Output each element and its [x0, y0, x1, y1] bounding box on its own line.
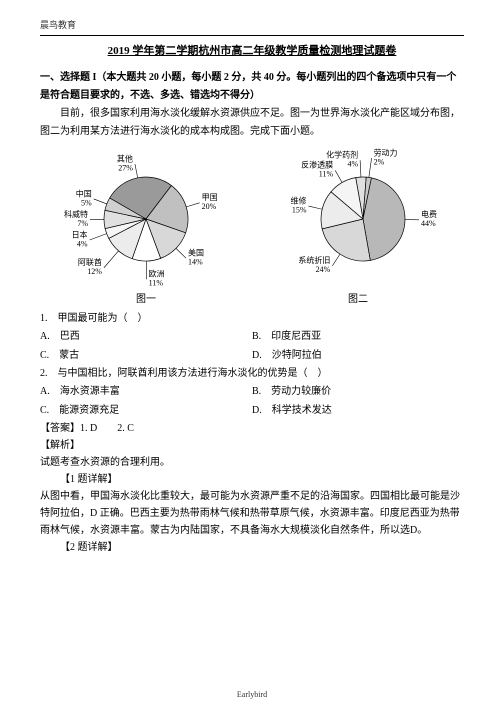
q1-detail-head: 【1 题详解】: [40, 471, 464, 488]
chart1-caption: 图一: [136, 291, 156, 308]
svg-text:11%: 11%: [319, 170, 334, 179]
chart2-svg: 化学药剂4% 劳动力2% 电费44% 系统折旧24% 维修15% 反渗透膜11%: [268, 147, 448, 287]
svg-text:27%: 27%: [118, 163, 133, 172]
q1-optD: D. 沙特阿拉伯: [252, 346, 464, 365]
svg-text:反渗透膜: 反渗透膜: [301, 160, 333, 170]
svg-text:5%: 5%: [81, 198, 92, 207]
top-rule: [40, 35, 464, 36]
charts-row: 其他27%甲国20%美国14%欧洲11%阿联酋12%日本4%科威特7%中国5% …: [40, 147, 464, 308]
svg-text:其他: 其他: [117, 153, 133, 163]
footer-text: Earlybird: [0, 688, 504, 702]
svg-text:化学药剂: 化学药剂: [326, 150, 358, 160]
svg-text:中国: 中国: [76, 188, 92, 198]
q2-detail-head: 【2 题详解】: [40, 539, 464, 556]
svg-text:7%: 7%: [77, 219, 88, 228]
q1-optA: A. 巴西: [40, 327, 252, 346]
svg-text:阿联酋: 阿联酋: [78, 257, 102, 267]
jiexi-body: 试题考查水资源的合理利用。: [40, 454, 464, 471]
svg-text:20%: 20%: [202, 202, 217, 211]
q1-optC: C. 蒙古: [40, 346, 252, 365]
svg-text:电费: 电费: [421, 209, 437, 219]
svg-text:日本: 日本: [72, 229, 88, 239]
svg-text:劳动力: 劳动力: [374, 147, 398, 157]
section-heading: 一、选择题 I（本大题共 20 小题，每小题 2 分，共 40 分。每小题列出的…: [40, 69, 464, 105]
svg-text:11%: 11%: [149, 279, 164, 287]
q2-stem: 2. 与中国相比，阿联酋利用该方法进行海水淡化的优势是（ ）: [40, 365, 464, 382]
q2-optB: B. 劳动力较廉价: [252, 382, 464, 401]
svg-text:14%: 14%: [188, 257, 203, 266]
svg-text:12%: 12%: [87, 267, 102, 276]
chart2-wrap: 化学药剂4% 劳动力2% 电费44% 系统折旧24% 维修15% 反渗透膜11% 图二: [268, 147, 448, 308]
brand-text: 晨鸟教育: [40, 18, 464, 33]
intro-paragraph: 目前，很多国家利用海水淡化缓解水资源供应不足。图一为世界海水淡化产能区域分布图，…: [40, 105, 464, 141]
q2-optC: C. 能源资源充足: [40, 401, 252, 420]
svg-text:24%: 24%: [316, 265, 331, 274]
svg-text:2%: 2%: [374, 157, 385, 166]
svg-text:44%: 44%: [421, 219, 436, 228]
q2-optD: D. 科学技术发达: [252, 401, 464, 420]
q1-stem: 1. 甲国最可能为（ ）: [40, 310, 464, 327]
svg-text:科威特: 科威特: [64, 209, 88, 219]
svg-text:维修: 维修: [291, 195, 307, 205]
page-title: 2019 学年第二学期杭州市高二年级教学质量检测地理试题卷: [40, 42, 464, 61]
q1-detail: 从图中看，甲国海水淡化比重较大，最可能为水资源严重不足的沿海国家。四国相比最可能…: [40, 488, 464, 539]
svg-text:甲国: 甲国: [202, 193, 218, 202]
chart1-wrap: 其他27%甲国20%美国14%欧洲11%阿联酋12%日本4%科威特7%中国5% …: [56, 147, 236, 308]
q2-optA: A. 海水资源丰富: [40, 382, 252, 401]
chart2-caption: 图二: [348, 291, 368, 308]
answer-line: 【答案】1. D 2. C: [40, 420, 464, 437]
q1-optB: B. 印度尼西亚: [252, 327, 464, 346]
svg-text:系统折旧: 系统折旧: [298, 255, 330, 265]
svg-text:4%: 4%: [347, 160, 358, 169]
chart1-svg: 其他27% 甲国20% 美国14% 欧洲11% 阿联酋12% 日本4% 科威特7% 中国5%: [56, 147, 236, 287]
svg-text:欧洲: 欧洲: [149, 269, 165, 279]
svg-text:15%: 15%: [292, 205, 307, 214]
svg-text:美国: 美国: [188, 247, 204, 257]
jiexi-head: 【解析】: [40, 437, 464, 454]
svg-text:4%: 4%: [77, 239, 88, 248]
